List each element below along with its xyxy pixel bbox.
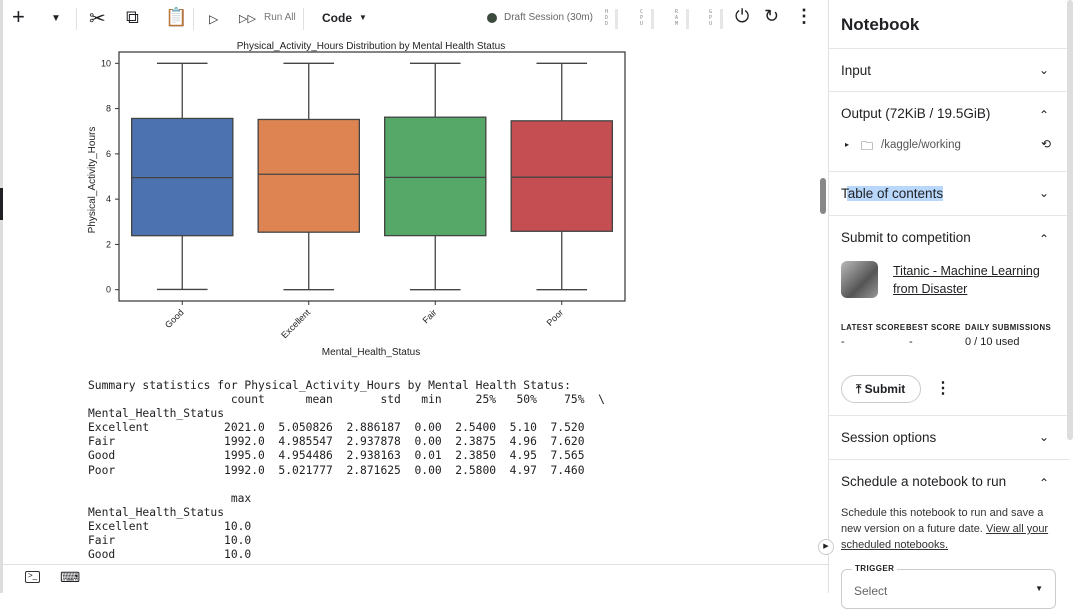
panel-resize-handle[interactable]: [820, 178, 826, 214]
schedule-section: Schedule a notebook to run ⌃ Schedule thi…: [829, 460, 1069, 609]
y-axis-label: Physical_Activity_Hours: [87, 127, 98, 234]
session-status[interactable]: Draft Session (30m): [504, 12, 593, 23]
y-tick-label: 8: [106, 104, 111, 114]
cpu-bar: [651, 9, 654, 29]
expand-icon[interactable]: ▸: [845, 140, 850, 149]
x-tick-label: Good: [163, 307, 186, 330]
cut-icon[interactable]: ✂: [89, 8, 106, 30]
chevron-down-icon[interactable]: ▼: [359, 13, 367, 22]
sidebar-scrollbar[interactable]: [1067, 0, 1073, 440]
schedule-text: Schedule this notebook to run and save a…: [841, 507, 1044, 535]
notebook-sidebar: Notebook Input ⌄ Output (72KiB / 19.5GiB)…: [828, 0, 1080, 609]
box-fair: [383, 116, 487, 237]
refresh-icon[interactable]: ⟲: [1040, 137, 1051, 151]
output-section: Output (72KiB / 19.5GiB) ⌃ ▸ 🗀 /kaggle/wo…: [829, 92, 1069, 172]
folder-icon: 🗀: [861, 139, 874, 153]
x-tick-label: Poor: [545, 307, 566, 328]
daily-submissions-value: 0 / 10 used: [965, 336, 1020, 348]
trigger-value: Select: [854, 584, 888, 598]
input-section[interactable]: Input ⌄: [829, 48, 1069, 92]
toc-header[interactable]: Table of contents: [841, 186, 944, 201]
chevron-down-icon[interactable]: ⌄: [1038, 63, 1049, 77]
cell-focus-marker: [0, 188, 3, 220]
run-all-icon[interactable]: ▷▷: [239, 13, 256, 25]
chevron-up-icon[interactable]: ⌃: [1038, 108, 1049, 122]
hdd-bar: [615, 9, 618, 29]
more-options-icon[interactable]: ⋮: [935, 380, 951, 397]
ram-meter: RAM: [674, 9, 678, 27]
daily-submissions-label: DAILY SUBMISSIONS: [965, 323, 1052, 332]
latest-score-label: LATEST SCORE: [841, 323, 906, 332]
submit-label: Submit: [864, 382, 906, 396]
trigger-select[interactable]: TRIGGER Select ▼: [841, 564, 1056, 609]
summary-statistics-output: Summary statistics for Physical_Activity…: [88, 379, 605, 562]
add-dropdown-icon[interactable]: ▼: [51, 13, 61, 24]
y-tick-label: 2: [106, 239, 111, 249]
toc-section[interactable]: Table of contents ⌄: [829, 172, 1069, 216]
console-icon[interactable]: >_: [25, 571, 40, 583]
notebook-editor: + ▼ ✂ ⧉ 📋 ▷ ▷▷ Run All Code ▼ Draft Sess…: [0, 0, 828, 593]
paste-icon[interactable]: 📋: [165, 7, 188, 27]
output-folder[interactable]: /kaggle/working: [881, 139, 961, 151]
submit-section: Submit to competition ⌃ Titanic - Machine…: [829, 216, 1069, 416]
best-score-value: -: [909, 336, 913, 348]
x-tick-label: Fair: [421, 307, 439, 325]
cpu-meter: CPU: [639, 9, 643, 27]
chevron-up-icon[interactable]: ⌃: [1038, 232, 1049, 246]
copy-icon[interactable]: ⧉: [126, 7, 139, 27]
competition-link[interactable]: Titanic - Machine Learning from Disaster: [893, 264, 1040, 296]
gpu-meter: GPU: [708, 9, 712, 27]
divider: [76, 8, 77, 30]
run-cell-icon[interactable]: ▷: [209, 12, 219, 26]
best-score-label: BEST SCORE: [906, 323, 961, 332]
box-poor: [510, 120, 613, 232]
run-all-button[interactable]: Run All: [264, 12, 296, 23]
submit-header[interactable]: Submit to competition: [841, 230, 971, 245]
schedule-description: Schedule this notebook to run and save a…: [841, 505, 1063, 553]
bottom-bar: >_ ⌨: [3, 564, 828, 593]
session-options-section[interactable]: Session options ⌄: [829, 416, 1069, 460]
power-icon[interactable]: ⏻: [735, 6, 750, 26]
y-tick-label: 4: [106, 194, 111, 204]
x-tick-label: Excellent: [279, 307, 312, 340]
gpu-bar: [720, 9, 723, 29]
hdd-meter: HDD: [604, 9, 608, 27]
output-header[interactable]: Output (72KiB / 19.5GiB): [841, 106, 991, 121]
trigger-label: TRIGGER: [852, 564, 898, 573]
sidebar-title: Notebook: [841, 15, 920, 34]
ram-bar: [686, 9, 689, 29]
scheduled-notebooks-link[interactable]: View all your scheduled notebooks.: [841, 523, 1049, 551]
submit-button[interactable]: ⤒ Submit: [841, 375, 921, 403]
chevron-down-icon: ▼: [1035, 584, 1043, 593]
restart-icon[interactable]: ↻: [764, 6, 780, 26]
chevron-up-icon[interactable]: ⌃: [1038, 476, 1049, 490]
y-tick-label: 6: [106, 149, 111, 159]
chevron-down-icon[interactable]: ⌄: [1038, 430, 1049, 444]
session-options-header[interactable]: Session options: [841, 430, 937, 445]
competition-thumbnail: [841, 261, 878, 298]
boxplot-chart: Physical_Activity_Hours Distribution by …: [87, 41, 626, 358]
divider: [193, 8, 194, 30]
latest-score-value: -: [841, 336, 845, 348]
add-cell-icon[interactable]: +: [12, 4, 25, 29]
collapse-sidebar-button[interactable]: ▶: [818, 539, 834, 555]
session-status-dot: [487, 13, 497, 23]
schedule-header[interactable]: Schedule a notebook to run: [841, 474, 1007, 489]
chart-title: Physical_Activity_Hours Distribution by …: [237, 41, 505, 52]
cell-type-select[interactable]: Code: [322, 11, 352, 25]
box-excellent: [257, 118, 360, 233]
x-axis-label: Mental_Health_Status: [322, 347, 420, 358]
input-header[interactable]: Input: [841, 63, 872, 78]
keyboard-icon[interactable]: ⌨: [60, 569, 81, 585]
divider: [303, 8, 304, 30]
more-options-icon[interactable]: ⋮: [795, 6, 813, 26]
toolbar: + ▼ ✂ ⧉ 📋 ▷ ▷▷ Run All Code ▼ Draft Sess…: [3, 0, 828, 38]
y-tick-label: 10: [101, 58, 111, 68]
y-tick-label: 0: [106, 285, 111, 295]
chevron-down-icon[interactable]: ⌄: [1038, 186, 1049, 200]
upload-icon: ⤒: [856, 382, 865, 396]
